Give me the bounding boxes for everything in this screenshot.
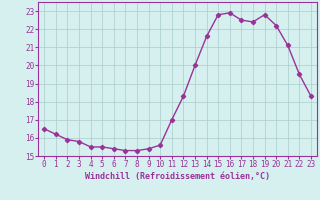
X-axis label: Windchill (Refroidissement éolien,°C): Windchill (Refroidissement éolien,°C) bbox=[85, 172, 270, 181]
